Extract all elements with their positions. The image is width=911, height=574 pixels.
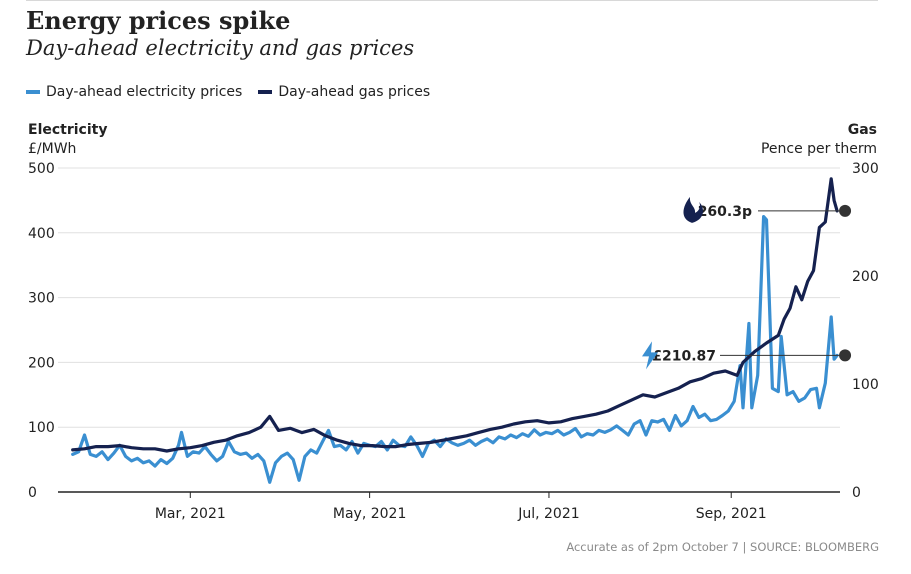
legend-label-electricity: Day-ahead electricity prices bbox=[46, 84, 243, 100]
legend: Day-ahead electricity prices Day-ahead g… bbox=[26, 84, 446, 100]
x-tick-label: Mar, 2021 bbox=[155, 506, 226, 522]
left-axis-title: Electricity bbox=[28, 122, 107, 138]
series-line-electricity bbox=[71, 215, 839, 484]
x-tick-label: Jul, 2021 bbox=[517, 506, 579, 522]
right-tick-label: 300 bbox=[852, 161, 879, 177]
right-axis-title: Gas bbox=[848, 122, 877, 138]
top-rule bbox=[26, 0, 878, 1]
lightning-icon bbox=[642, 341, 658, 370]
legend-swatch-gas bbox=[258, 90, 273, 94]
annotation-marker bbox=[839, 349, 852, 362]
legend-item-electricity: Day-ahead electricity prices bbox=[26, 84, 242, 100]
flame-icon bbox=[683, 196, 704, 223]
chart-canvas: Electricity £/MWh Gas Pence per therm 0 100 20… bbox=[28, 122, 879, 522]
series-line-gas bbox=[71, 177, 839, 453]
left-axis-unit: £/MWh bbox=[28, 141, 76, 157]
legend-swatch-electricity bbox=[26, 90, 40, 94]
legend-item-gas: Day-ahead gas prices bbox=[258, 84, 430, 100]
legend-label-gas: Day-ahead gas prices bbox=[278, 84, 431, 100]
right-tick-label: 200 bbox=[852, 269, 879, 285]
x-tick-label: May, 2021 bbox=[333, 506, 406, 522]
left-tick-label: 300 bbox=[28, 291, 55, 307]
x-tick-label: Sep, 2021 bbox=[696, 506, 767, 522]
annotation-marker bbox=[839, 204, 852, 217]
left-tick-label: 500 bbox=[28, 161, 55, 177]
left-tick-label: 100 bbox=[28, 420, 55, 436]
right-tick-label: 0 bbox=[852, 485, 861, 501]
left-tick-label: 200 bbox=[28, 355, 55, 371]
annotation-gas-value: 260.3p bbox=[698, 204, 752, 220]
left-tick-label: 0 bbox=[28, 485, 37, 501]
annotation-electricity-value: £210.87 bbox=[652, 348, 716, 364]
right-tick-label: 100 bbox=[852, 377, 879, 393]
chart-title: Energy prices spike bbox=[26, 6, 291, 35]
left-tick-label: 400 bbox=[28, 226, 55, 242]
chart-subtitle: Day-ahead electricity and gas prices bbox=[26, 36, 415, 60]
source-note: Accurate as of 2pm October 7 | SOURCE: B… bbox=[566, 540, 879, 554]
right-axis-unit: Pence per therm bbox=[761, 141, 877, 157]
